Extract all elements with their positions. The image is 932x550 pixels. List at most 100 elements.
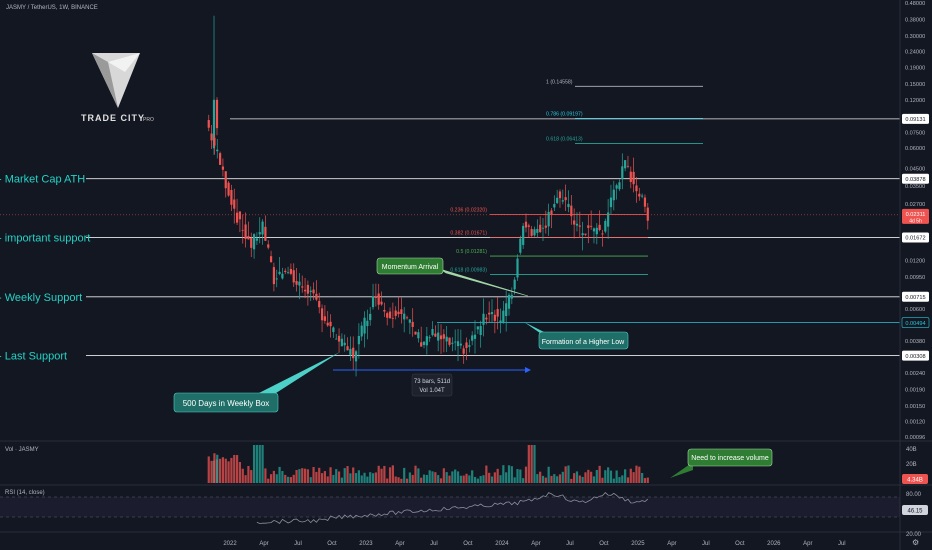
time-tick: Apr — [803, 541, 812, 547]
candle-body — [363, 317, 366, 334]
volume-bar — [615, 470, 618, 483]
annotation-volume-note[interactable]: Need to increase volume — [670, 448, 773, 478]
volume-bar — [507, 465, 511, 483]
volume-bar — [601, 477, 604, 483]
candle-body — [284, 270, 287, 273]
volume-pane-title[interactable]: Vol · JASMY — [5, 447, 39, 453]
candle-body — [340, 338, 343, 347]
candle-body — [224, 171, 227, 189]
momentum-box — [376, 257, 444, 275]
price-tick: 0.01200 — [905, 259, 925, 265]
price-tick: 0.38000 — [905, 17, 925, 23]
volume-bar — [417, 468, 420, 483]
volume-bar — [428, 470, 431, 483]
candle-body — [468, 345, 471, 347]
candle-body — [570, 205, 573, 217]
candle-body — [595, 227, 598, 235]
price-label-box — [902, 350, 929, 361]
volume-bar — [561, 471, 564, 483]
candle-body — [635, 185, 638, 192]
candle-body — [346, 346, 349, 351]
date-range-measure: 73 bars, 511d Vol 1.04T — [333, 367, 531, 397]
volume-bar — [278, 466, 281, 483]
candle-body — [482, 313, 485, 325]
volume-bar — [391, 465, 394, 483]
candle-body — [502, 310, 505, 324]
candle-body — [349, 348, 352, 355]
time-tick: 2022 — [223, 541, 237, 547]
symbol-title[interactable]: JASMY / TetherUS, 1W, BINANCE — [6, 5, 98, 11]
volume-bar — [352, 467, 355, 483]
time-axis[interactable]: 2022 Apr Jul Oct 2023 Apr Jul Oct 2024 Apr Jul Oct 2… — [223, 541, 845, 547]
candle-body — [320, 308, 324, 321]
candle-body — [411, 321, 414, 327]
trade-city-logo: TRADE CITY PRO — [81, 53, 154, 123]
settings-gear-icon[interactable]: ⚙ — [912, 538, 919, 547]
candle-body — [343, 342, 346, 346]
candle-body — [575, 223, 579, 226]
candle-body — [547, 211, 550, 227]
volume-bar — [264, 468, 267, 483]
candle-body — [445, 336, 448, 342]
candle-body — [638, 193, 641, 197]
price-tick: 0.00120 — [905, 419, 925, 425]
volume-bar — [437, 475, 440, 483]
candle-body — [493, 314, 496, 321]
price-label-box — [902, 291, 929, 302]
fib-label: 0.236 (0.02320) — [450, 208, 487, 214]
logo-brand: TRADE CITY — [81, 113, 145, 123]
candle-body — [281, 273, 284, 279]
candle-body — [539, 224, 542, 233]
candle-body — [261, 221, 264, 235]
fib-label: 1 (0.14558) — [546, 79, 573, 85]
volume-bar — [544, 477, 547, 483]
volume-bar — [230, 457, 233, 483]
candle-body — [255, 238, 259, 241]
volume-bar — [485, 465, 488, 483]
time-tick: Jul — [702, 541, 710, 547]
rsi-pane-title[interactable]: RSI (14, close) — [5, 490, 45, 496]
candle-body — [247, 236, 250, 240]
higher-low-box — [538, 331, 629, 350]
candle-body — [354, 351, 358, 362]
volume-bar — [354, 473, 358, 483]
volume-bar — [227, 461, 230, 483]
candle-body — [235, 212, 239, 223]
candle-body — [366, 320, 369, 327]
price-tick: 0.00190 — [905, 387, 925, 393]
volume-bar — [456, 471, 460, 483]
volume-bar — [335, 469, 338, 483]
candle-body — [218, 153, 222, 165]
candle-body — [269, 256, 273, 263]
price-axis[interactable]: 0.48000 0.38000 0.30000 0.24000 0.19000 0.150… — [901, 1, 930, 441]
candle-body — [609, 197, 613, 208]
candle-body — [428, 337, 431, 339]
level-label: - Weekly Support — [0, 292, 82, 304]
annotation-weekly-box[interactable]: 500 Days in Weekly Box — [173, 352, 340, 413]
rsi-last-value: 46.15 — [907, 509, 923, 515]
candle-body — [564, 197, 567, 201]
volume-bar — [496, 468, 499, 483]
time-tick: Oct — [735, 541, 745, 547]
current-price-badge — [902, 208, 929, 224]
price-tick: 0.48000 — [905, 1, 925, 7]
rsi-tick-80: 80.00 — [906, 492, 922, 498]
higher-low-pointer — [524, 322, 546, 333]
candle-body — [207, 120, 210, 128]
volume-bar — [592, 476, 596, 483]
volume-bar — [590, 471, 593, 483]
volume-bar — [329, 467, 332, 483]
price-label-box — [902, 173, 929, 184]
volume-bar — [510, 466, 513, 483]
volume-bar — [539, 471, 542, 483]
annotation-higher-low[interactable]: Formation of a Higher Low — [524, 322, 629, 350]
candle-body — [286, 272, 290, 274]
volume-bar — [374, 472, 377, 483]
volume-bar — [493, 472, 496, 483]
measure-volume: Vol 1.04T — [419, 388, 445, 394]
time-tick: Oct — [463, 541, 473, 547]
rsi-band — [0, 497, 900, 517]
annotation-momentum[interactable]: Momentum Arrival — [376, 257, 529, 297]
volume-bar — [420, 477, 423, 483]
volume-bar — [289, 477, 292, 483]
